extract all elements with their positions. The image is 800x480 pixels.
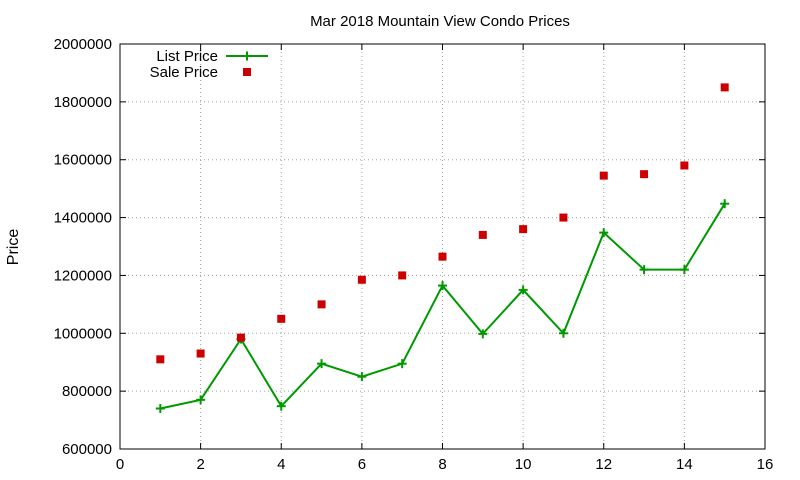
sale-price-point <box>357 275 366 284</box>
sale-price-point <box>438 252 447 261</box>
chart-title: Mar 2018 Mountain View Condo Prices <box>310 13 570 30</box>
list-price-point <box>639 265 649 275</box>
y-tick-label: 1600000 <box>54 152 112 169</box>
sale-price-point <box>720 83 729 92</box>
sale-price-point <box>559 213 568 222</box>
list-price-point <box>478 329 488 339</box>
list-price-point <box>599 228 609 238</box>
list-price-point <box>397 359 407 369</box>
sale-price-point <box>478 230 487 239</box>
series-list-price <box>155 199 730 413</box>
y-axis-label: Price <box>5 229 22 266</box>
x-tick-label: 2 <box>196 456 204 473</box>
x-tick-label: 0 <box>116 456 124 473</box>
grid <box>120 44 765 449</box>
sale-price-point <box>156 355 165 364</box>
y-tick-label: 1400000 <box>54 210 112 227</box>
legend-label: List Price <box>156 48 218 65</box>
list-price-point <box>679 265 689 275</box>
sale-price-point <box>398 271 407 280</box>
y-tick-label: 800000 <box>62 383 112 400</box>
x-tick-label: 14 <box>676 456 693 473</box>
x-tick-label: 10 <box>515 456 532 473</box>
legend-plus-marker <box>242 51 252 61</box>
axis-ticks: 0 2 4 6 8 10 12 14 16 600000 800000 1000000 1200000 1… <box>54 36 774 473</box>
y-tick-label: 1000000 <box>54 325 112 342</box>
legend-label: Sale Price <box>150 64 218 81</box>
y-tick-label: 2000000 <box>54 36 112 53</box>
list-price-point <box>276 401 286 411</box>
x-tick-label: 8 <box>438 456 446 473</box>
y-tick-label: 600000 <box>62 441 112 458</box>
x-tick-label: 4 <box>277 456 285 473</box>
x-tick-label: 12 <box>595 456 612 473</box>
x-tick-label: 16 <box>757 456 774 473</box>
sale-price-point <box>196 349 205 358</box>
list-price-point <box>196 395 206 405</box>
x-tick-label: 6 <box>358 456 366 473</box>
list-price-point <box>155 404 165 413</box>
y-tick-label: 1200000 <box>54 267 112 284</box>
legend-square-marker <box>243 68 251 76</box>
list-price-point <box>438 281 447 291</box>
y-tick-label: 1800000 <box>54 94 112 111</box>
sale-price-point <box>640 170 649 179</box>
list-price-line <box>160 203 726 410</box>
series-sale-price <box>156 83 729 364</box>
sale-price-point <box>680 161 689 170</box>
sale-price-point <box>599 171 608 180</box>
list-price-point <box>518 285 528 295</box>
list-price-point <box>558 328 568 338</box>
sale-price-point <box>317 300 326 309</box>
sale-price-point <box>519 225 528 234</box>
list-price-point <box>357 372 367 382</box>
sale-price-point <box>236 333 245 342</box>
series <box>155 83 730 413</box>
list-price-point <box>317 359 327 369</box>
list-price-point <box>720 199 730 209</box>
sale-price-point <box>277 314 286 323</box>
